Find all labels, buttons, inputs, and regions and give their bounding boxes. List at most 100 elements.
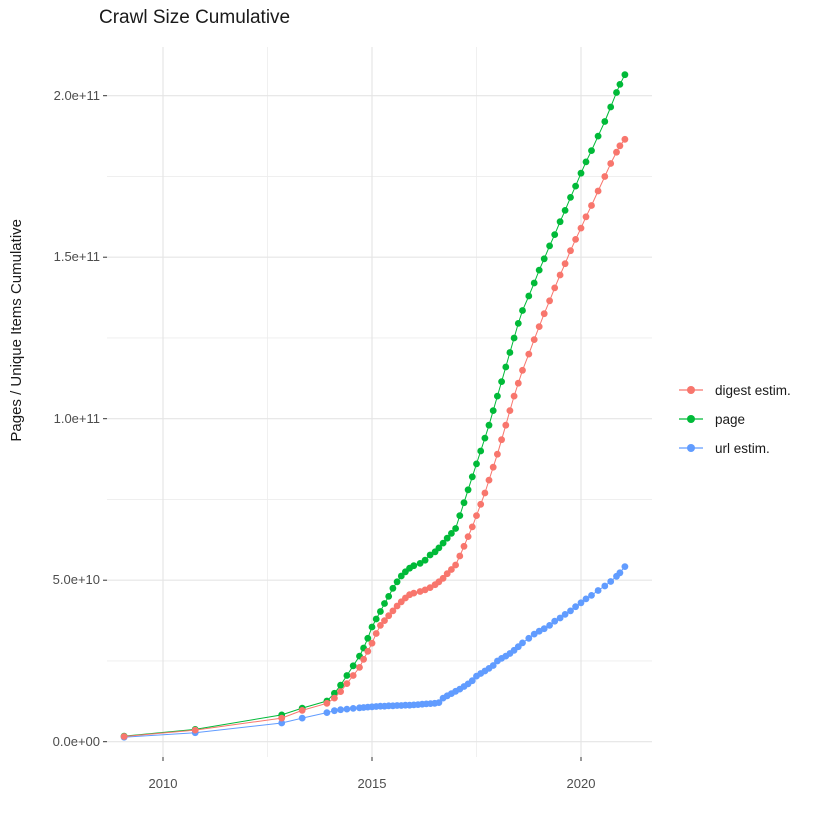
data-point [489,662,497,669]
data-point [439,574,447,582]
data-point [343,705,351,713]
data-point [349,705,357,712]
data-point [594,187,602,195]
data-point [502,421,510,429]
data-point [577,224,585,232]
data-point [613,148,620,156]
legend-entry-page: page [678,409,791,429]
data-point [530,630,538,638]
chart-title: Crawl Size Cumulative [99,7,291,28]
data-point [525,634,533,642]
data-point [298,714,306,722]
data-point [551,617,559,625]
data-point [443,534,451,542]
data-point [530,279,538,287]
data-point [601,118,609,125]
data-point [460,499,468,507]
data-point [278,719,286,727]
data-point [349,662,357,670]
data-point [456,512,464,519]
data-point [421,556,429,564]
legend-label: url estim. [715,440,770,456]
data-point [381,600,388,607]
data-point [460,542,468,550]
data-point [510,392,518,400]
data-point [435,699,443,706]
data-point [594,587,602,594]
data-point [506,407,514,414]
data-point [416,560,424,567]
data-point [572,182,579,190]
data-point [535,323,543,330]
data-point [389,607,397,615]
data-point [594,132,602,140]
y-tick-label: 2.0e+11 [53,87,100,103]
legend-label: digest estim. [715,382,791,398]
data-point [577,169,585,177]
data-point [473,512,480,519]
y-tick-label: 5.0e+10 [52,572,100,588]
data-point [343,680,351,687]
data-point [426,551,434,559]
data-point [323,709,331,716]
data-point [120,733,128,740]
data-point [556,218,564,226]
data-point [481,489,489,497]
data-point [546,297,553,305]
series-digest-estim [120,135,629,740]
data-point [601,173,609,180]
data-point [481,434,489,442]
data-point [489,463,497,471]
data-point [381,617,388,624]
data-point [535,266,543,274]
data-point [572,603,579,611]
data-point [588,147,595,155]
series-page [120,71,629,740]
data-point [389,584,397,592]
data-point [519,366,526,374]
data-point [502,363,510,371]
data-point [410,562,418,570]
data-point [426,584,434,591]
data-point [540,625,548,633]
data-point [621,563,629,570]
data-point [385,612,393,620]
data-point [506,349,514,356]
data-point [514,379,522,387]
data-point [364,647,372,655]
data-point [435,544,443,552]
gridlines [107,47,652,757]
data-point [607,103,615,111]
data-point [519,307,526,314]
data-point [468,473,476,481]
data-point [567,194,574,201]
data-point [377,622,384,629]
x-tick-label: 2015 [357,776,387,791]
data-point [489,407,497,414]
data-point [331,694,338,702]
legend-key-icon [679,415,703,423]
data-point [323,699,331,707]
data-point [607,160,615,167]
data-point [364,634,372,642]
data-point [556,271,564,279]
data-point [546,242,553,250]
data-point [616,569,624,577]
data-point [448,566,455,573]
data-point [519,639,526,647]
y-tick-label: 0.0e+00 [52,733,100,749]
data-point [278,714,286,722]
data-point [337,706,344,714]
data-point [485,421,493,429]
y-axis-title-wrap: Pages / Unique Items Cumulative [0,47,32,613]
data-point [368,623,376,631]
y-tick-label: 1.0e+11 [53,410,100,426]
data-point [621,71,629,79]
legend-key-icon [679,444,703,452]
legend-entry-url-estim: url estim. [678,438,791,458]
data-point [477,500,485,508]
data-point [540,310,548,318]
data-point [343,672,351,679]
